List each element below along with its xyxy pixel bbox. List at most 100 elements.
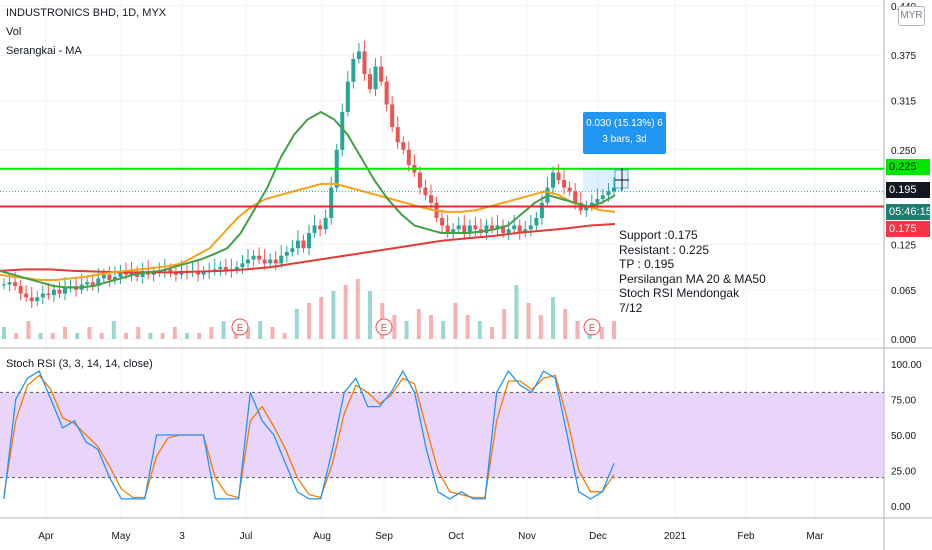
volume-bar bbox=[38, 333, 43, 339]
candle-body bbox=[345, 81, 350, 112]
earnings-marker bbox=[375, 318, 393, 336]
candle-body bbox=[406, 149, 411, 165]
stoch-tick-label: 25.00 bbox=[891, 467, 916, 478]
candle-body bbox=[556, 172, 561, 181]
note-stoch: Stoch RSI Mendongak bbox=[619, 286, 740, 300]
volume-bar bbox=[392, 315, 397, 339]
volume-bar bbox=[87, 327, 92, 339]
candle-body bbox=[490, 225, 494, 230]
crosshair-cursor[interactable] bbox=[614, 168, 629, 191]
volume-bar bbox=[50, 333, 55, 339]
candle-body bbox=[301, 240, 306, 249]
candle-body bbox=[395, 127, 400, 143]
symbol-title: INDUSTRONICS BHD, 1D, MYX bbox=[6, 7, 167, 19]
candle-body bbox=[24, 293, 29, 298]
candle-body bbox=[401, 142, 406, 150]
x-tick-label: 3 bbox=[179, 531, 185, 542]
candle-body bbox=[196, 270, 201, 275]
candle-body bbox=[268, 259, 273, 264]
candle-body bbox=[90, 282, 95, 287]
axes: 0.4400.3750.3150.2500.1250.0650.000100.0… bbox=[38, 2, 922, 542]
stoch-tick-label: 50.00 bbox=[891, 431, 916, 442]
candle-body bbox=[240, 263, 245, 268]
candle-body bbox=[340, 111, 345, 150]
candle-body bbox=[390, 104, 395, 128]
candle-body bbox=[534, 217, 539, 226]
current-price-tag: 0.195 bbox=[886, 182, 930, 198]
earnings-marker bbox=[583, 318, 601, 336]
volume-bar bbox=[331, 291, 336, 339]
candle-body bbox=[57, 289, 62, 294]
volume-bar bbox=[197, 333, 202, 339]
volume-bar bbox=[612, 321, 616, 339]
candle-body bbox=[606, 191, 611, 196]
candle-body bbox=[467, 225, 472, 234]
candle-body bbox=[368, 74, 372, 90]
candle-body bbox=[312, 225, 317, 234]
volume-bar bbox=[441, 321, 446, 339]
volume-bar bbox=[514, 285, 519, 339]
note-support: Support :0.175 bbox=[619, 228, 698, 242]
volume-bar bbox=[221, 321, 226, 339]
candle-body bbox=[118, 270, 123, 277]
note-tp: TP : 0.195 bbox=[619, 257, 675, 271]
volume-bar bbox=[209, 327, 214, 339]
candle-body bbox=[35, 297, 40, 302]
candle-body bbox=[440, 217, 445, 226]
candle-body bbox=[307, 233, 311, 249]
volume-bar bbox=[343, 285, 348, 339]
candle-body bbox=[223, 267, 228, 271]
horizontal-levels bbox=[0, 167, 884, 208]
candle-body bbox=[318, 225, 323, 230]
candle-body bbox=[251, 255, 256, 260]
ma-mid-line bbox=[0, 182, 616, 281]
moving-averages bbox=[0, 110, 616, 289]
earnings-marker bbox=[231, 318, 249, 336]
volume-bar bbox=[477, 321, 482, 339]
price-tick-label: 0.125 bbox=[891, 240, 916, 251]
volume-bar bbox=[563, 309, 568, 339]
volume-bar bbox=[526, 303, 531, 339]
candle-body bbox=[107, 274, 112, 280]
candle-body bbox=[201, 272, 206, 275]
candle-body bbox=[495, 225, 500, 230]
stoch-tick-label: 100.00 bbox=[891, 360, 922, 371]
countdown-tag: 05:46:15 bbox=[886, 204, 932, 220]
ma-slow-line bbox=[0, 223, 616, 274]
candle-body bbox=[13, 282, 18, 287]
volume-bar bbox=[136, 327, 141, 339]
stoch-tick-label: 0.00 bbox=[891, 502, 911, 513]
volume-bar bbox=[75, 333, 80, 339]
stoch-d-line bbox=[3, 374, 615, 499]
ma-label[interactable]: Serangkai - MA bbox=[6, 45, 82, 57]
candle-body bbox=[40, 293, 45, 298]
stoch-title[interactable]: Stoch RSI (3, 3, 14, 14, close) bbox=[6, 358, 153, 370]
volume-bar bbox=[270, 327, 275, 339]
note-date: 7/12 bbox=[619, 300, 643, 315]
candle-body bbox=[484, 225, 489, 234]
candle-body bbox=[384, 81, 389, 105]
x-tick-label: Dec bbox=[589, 531, 607, 542]
candle-body bbox=[562, 180, 567, 188]
measure-range bbox=[583, 168, 623, 192]
stoch-band bbox=[0, 392, 884, 478]
candle-body bbox=[151, 272, 156, 275]
candle-body bbox=[246, 259, 250, 264]
support-price-tag: 0.175 bbox=[886, 221, 930, 237]
x-tick-label: Nov bbox=[518, 531, 536, 542]
volume-bar bbox=[490, 327, 494, 339]
candle-body bbox=[539, 202, 544, 218]
volume-bar bbox=[502, 309, 507, 339]
currency-button[interactable]: MYR bbox=[898, 6, 925, 26]
candle-body bbox=[323, 217, 328, 230]
candle-body bbox=[456, 225, 461, 230]
candle-body bbox=[7, 282, 12, 285]
candle-body bbox=[517, 225, 522, 234]
resistance-price-tag: 0.225 bbox=[886, 159, 930, 175]
candle-body bbox=[351, 58, 356, 82]
candle-body bbox=[512, 225, 517, 230]
candle-body bbox=[356, 51, 361, 59]
vol-label[interactable]: Vol bbox=[6, 26, 22, 38]
